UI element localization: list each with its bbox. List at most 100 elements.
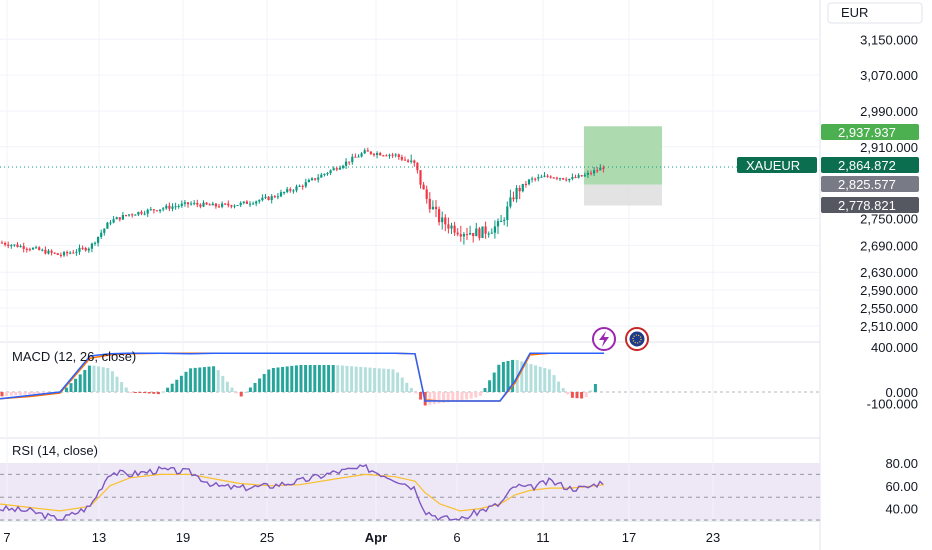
lightning-icon[interactable] xyxy=(592,327,616,351)
candle-body xyxy=(93,242,97,244)
macd-histogram-bar xyxy=(9,392,13,396)
loss-zone xyxy=(584,184,662,206)
candle-body xyxy=(586,172,589,175)
macd-histogram-bar xyxy=(207,366,211,392)
candle-body xyxy=(72,252,75,254)
candle-body xyxy=(326,172,329,174)
candle-body xyxy=(602,167,605,170)
macd-histogram-bar xyxy=(561,388,565,392)
candle-body xyxy=(190,203,193,205)
macd-histogram-bar xyxy=(534,365,538,392)
price-tick-label: 2,690.000 xyxy=(860,238,918,253)
candle-body xyxy=(47,250,50,254)
macd-histogram-bar xyxy=(373,367,377,392)
candle-body xyxy=(283,191,286,193)
price-tick-label: 2,590.000 xyxy=(860,283,918,298)
macd-histogram-bar xyxy=(451,392,455,402)
macd-histogram-bar xyxy=(442,392,446,403)
macd-histogram-bar xyxy=(432,392,436,405)
candle-body xyxy=(137,211,140,215)
candle-body xyxy=(202,202,205,207)
macd-histogram-bar xyxy=(5,392,9,397)
candle-body xyxy=(323,173,326,175)
candle-body xyxy=(242,201,245,203)
candle-body xyxy=(121,215,124,220)
candle-body xyxy=(332,168,335,171)
candle-body xyxy=(394,154,397,156)
macd-histogram-bar xyxy=(428,392,432,405)
candle-body xyxy=(124,215,128,217)
grid-layer xyxy=(0,0,820,521)
candle-body xyxy=(81,247,84,249)
macd-title[interactable]: MACD (12, 26, close) xyxy=(12,349,136,364)
candle-body xyxy=(28,249,31,251)
currency-label[interactable]: EUR xyxy=(841,5,868,20)
axes: 7 13 19 25 Apr 6 11 17 23 3,150.000 3,070.000 2,990… xyxy=(3,32,918,545)
macd-histogram-bar xyxy=(584,392,588,398)
macd-histogram-bar xyxy=(258,378,262,392)
macd-tick-label: -100.000 xyxy=(867,396,918,411)
candle-body xyxy=(193,202,196,204)
candle-body xyxy=(509,197,512,207)
candle-body xyxy=(273,196,276,198)
candle-body xyxy=(317,177,320,180)
candle-body xyxy=(270,196,273,201)
macd-histogram-bar xyxy=(455,392,459,402)
candle-body xyxy=(410,160,413,162)
candle-body xyxy=(16,244,19,247)
rsi-tick-label: 40.00 xyxy=(885,502,918,517)
macd-histogram-bar xyxy=(193,367,197,392)
candle-body xyxy=(304,182,307,187)
macd-histogram-bar xyxy=(248,387,252,392)
macd-histogram-bar xyxy=(304,365,308,392)
candle-body xyxy=(295,186,298,191)
candle-body xyxy=(171,206,174,209)
macd-histogram-bar xyxy=(566,392,570,395)
candle-body xyxy=(109,222,112,224)
macd-histogram-bar xyxy=(340,365,344,392)
macd-histogram-bar xyxy=(230,387,234,392)
candle-body xyxy=(388,154,391,156)
candle-body xyxy=(31,247,35,250)
candle-body xyxy=(159,209,162,212)
candle-body xyxy=(208,204,211,206)
price-tick-label: 2,510.000 xyxy=(860,319,918,334)
candle-body xyxy=(38,247,41,251)
rsi-series xyxy=(0,464,605,522)
candle-body xyxy=(140,211,143,214)
candle-body xyxy=(450,225,453,229)
rsi-title[interactable]: RSI (14, close) xyxy=(12,443,98,458)
macd-histogram-bar xyxy=(474,392,478,398)
eu-flag-icon[interactable] xyxy=(625,327,649,351)
macd-histogram-bar xyxy=(524,362,528,392)
time-tick-label: 6 xyxy=(453,530,460,545)
candle-body xyxy=(214,203,217,207)
candle-body xyxy=(577,175,580,178)
macd-histogram-bar xyxy=(589,390,593,392)
candle-body xyxy=(425,189,428,199)
candle-body xyxy=(286,189,289,192)
candle-body xyxy=(307,180,310,183)
macd-histogram-bar xyxy=(478,392,482,396)
macd-tick-label: 0.000 xyxy=(885,385,918,400)
macd-histogram-bar xyxy=(290,365,294,392)
macd-histogram-bar xyxy=(60,391,64,393)
candle-body xyxy=(59,254,62,256)
currency-box[interactable] xyxy=(827,2,923,24)
macd-histogram-bar xyxy=(350,366,354,392)
macd-histogram-bar xyxy=(244,391,248,393)
candle-body xyxy=(0,242,4,244)
macd-histogram-bar xyxy=(184,371,188,392)
candle-body xyxy=(106,222,109,229)
candle-body xyxy=(103,228,106,233)
macd-histogram-bar xyxy=(331,365,335,392)
candle-body xyxy=(279,192,283,197)
macd-histogram-bar xyxy=(437,392,441,404)
rsi-tick-label: 80.00 xyxy=(885,456,918,471)
macd-histogram-bar xyxy=(216,370,220,392)
candle-body xyxy=(69,252,72,254)
candle-body xyxy=(66,252,69,254)
candle-body xyxy=(100,232,103,237)
